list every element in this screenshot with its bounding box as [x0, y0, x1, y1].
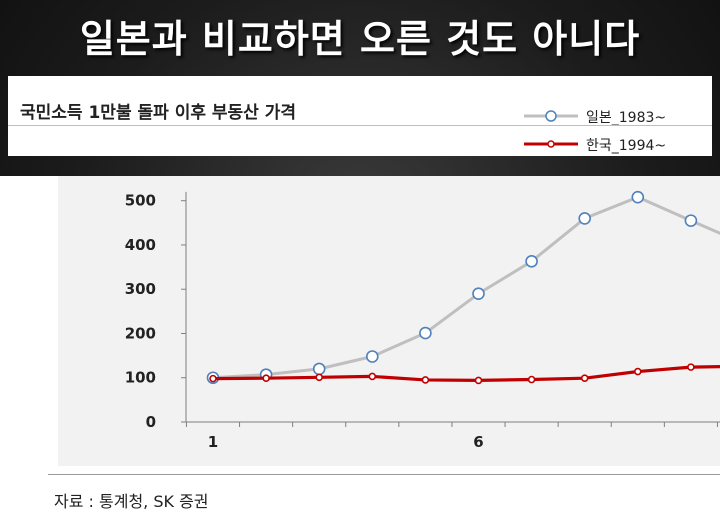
data-point-japan	[525, 255, 538, 268]
data-point-korea	[474, 376, 483, 385]
data-point-korea	[527, 375, 536, 384]
headline: 일본과 비교하면 오른 것도 아니다	[79, 17, 641, 61]
y-tick-label: 500	[125, 192, 156, 210]
data-point-korea	[315, 373, 324, 382]
data-point-japan	[472, 287, 485, 300]
data-point-japan	[631, 190, 645, 204]
data-point-japan	[578, 212, 592, 225]
data-point-korea	[633, 367, 642, 376]
y-tick-label: 400	[125, 236, 156, 254]
y-tick-label: 100	[125, 369, 156, 387]
data-point-korea	[262, 374, 270, 382]
series-line-korea	[212, 365, 720, 382]
data-point-japan	[419, 326, 432, 340]
chart-title: 국민소득 1만불 돌파 이후 부동산 가격	[20, 103, 297, 123]
chart-header-panel: 국민소득 1만불 돌파 이후 부동산 가격 일본_1983~ 한국_1994~	[8, 76, 712, 156]
data-point-japan	[684, 214, 698, 227]
data-point-korea	[421, 376, 430, 384]
data-point-korea	[209, 374, 217, 383]
series-line-japan	[212, 195, 720, 380]
header-divider	[8, 125, 712, 126]
y-tick-label: 300	[125, 280, 156, 298]
source-note: 자료 : 통계청, SK 증권	[54, 492, 209, 511]
data-point-korea	[368, 372, 377, 381]
source-divider	[48, 474, 720, 475]
data-point-japan	[312, 362, 326, 376]
x-tick-label: 6	[473, 433, 483, 451]
x-tick-label: 1	[208, 433, 218, 451]
legend-swatch-korea	[524, 140, 578, 148]
legend-label-korea: 한국_1994~	[586, 138, 667, 154]
line-chart: 0 100 200 300 400 500 1 6	[125, 190, 720, 451]
data-point-korea	[580, 374, 589, 382]
y-tick-label: 0	[146, 413, 156, 431]
legend-label-japan: 일본_1983~	[586, 110, 667, 126]
plot-panel: 0 100 200 300 400 500 1 6 자료 : 통계청, SK 증권	[0, 176, 720, 524]
y-tick-label: 200	[125, 324, 156, 342]
data-point-korea	[687, 363, 695, 371]
legend-swatch-japan	[524, 110, 578, 122]
plot-background	[58, 176, 720, 466]
data-point-japan	[365, 350, 379, 363]
